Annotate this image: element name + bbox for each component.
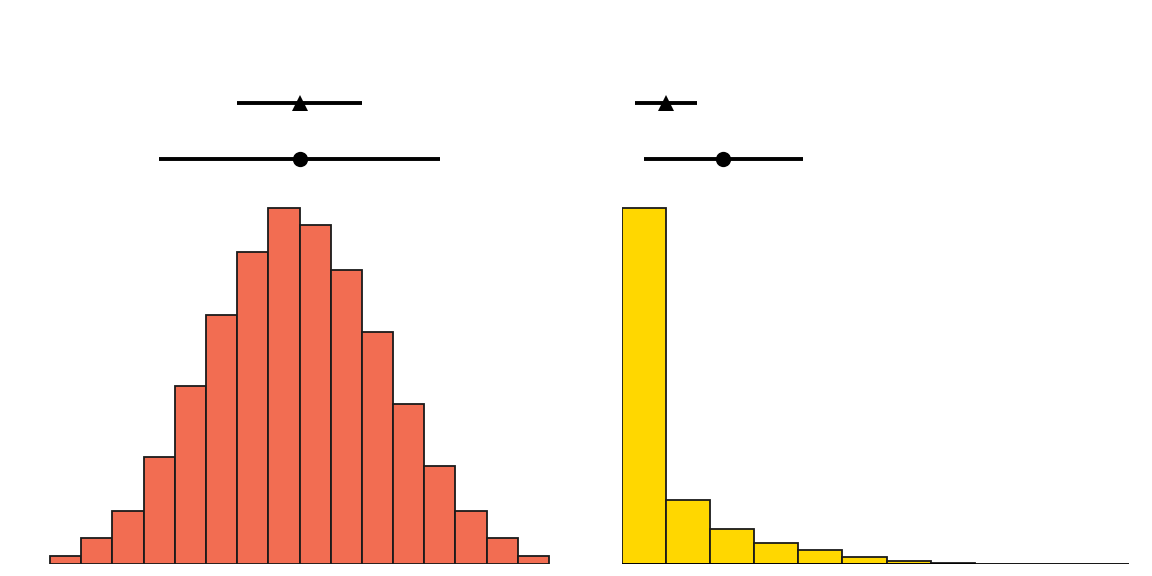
Bar xyxy=(842,558,887,564)
Bar xyxy=(175,386,206,564)
Bar xyxy=(237,252,268,564)
Bar xyxy=(755,543,798,564)
Bar xyxy=(362,332,393,564)
Bar xyxy=(331,270,362,564)
Bar xyxy=(622,207,666,564)
Bar xyxy=(517,556,548,564)
Bar xyxy=(887,561,931,564)
Bar xyxy=(666,500,711,564)
Bar xyxy=(82,538,113,564)
Bar xyxy=(393,404,424,564)
Bar xyxy=(268,207,300,564)
Bar xyxy=(455,511,486,564)
Bar xyxy=(486,538,517,564)
Bar xyxy=(931,563,975,564)
Bar xyxy=(113,511,144,564)
Bar xyxy=(51,556,82,564)
Bar xyxy=(300,225,331,564)
Bar xyxy=(711,529,755,564)
Bar xyxy=(798,550,842,564)
Bar xyxy=(424,467,455,564)
Bar xyxy=(206,314,237,564)
Bar xyxy=(144,457,175,564)
